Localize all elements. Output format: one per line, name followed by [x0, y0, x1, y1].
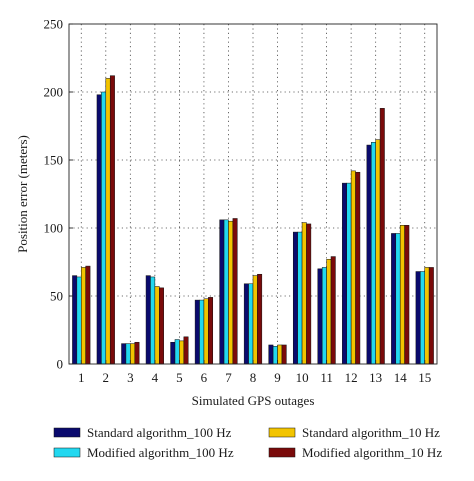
bar-4-outage-1	[85, 265, 91, 365]
x-axis-label: Simulated GPS outages	[192, 393, 315, 408]
bar-4-outage-12	[355, 171, 361, 365]
bar-3-outage-4	[154, 286, 160, 365]
y-tick-label: 100	[44, 221, 64, 236]
bar-4-outage-3	[134, 341, 140, 365]
bar-2-outage-2	[101, 91, 107, 365]
x-tick-label: 11	[320, 370, 333, 385]
bar-2-outage-5	[174, 339, 180, 365]
x-axis-ticks: 1 2 3 4 5 6 7 8 9 10 11 12 13 14 15	[78, 360, 431, 385]
y-axis-label: Position error (meters)	[15, 135, 30, 253]
bar-1-outage-10	[292, 231, 298, 365]
legend-label: Standard algorithm_100 Hz	[87, 425, 232, 440]
bar-3-outage-3	[130, 343, 135, 365]
bar-4-outage-2	[109, 75, 115, 365]
x-tick-label: 14	[394, 370, 408, 385]
x-tick-label: 6	[201, 370, 208, 385]
bar-3-outage-6	[203, 298, 209, 365]
x-tick-label: 1	[78, 370, 85, 385]
bar-3-outage-7	[228, 220, 234, 365]
bar-1-outage-3	[121, 343, 127, 365]
y-tick-label: 200	[44, 85, 64, 100]
bar-1-outage-13	[366, 144, 372, 365]
y-axis-ticks: 0 50 100 150 200 250	[44, 17, 73, 372]
bar-series	[72, 75, 434, 365]
bar-2-outage-6	[199, 299, 205, 365]
y-tick-label: 150	[44, 153, 64, 168]
bar-1-outage-9	[268, 344, 274, 365]
bar-1-outage-8	[243, 283, 249, 365]
bar-3-outage-13	[375, 139, 381, 365]
bar-2-outage-12	[346, 182, 352, 365]
x-tick-label: 3	[127, 370, 134, 385]
bar-4-outage-7	[232, 218, 238, 365]
y-tick-label: 250	[44, 17, 64, 32]
bar-1-outage-5	[170, 341, 176, 365]
y-tick-label: 0	[57, 357, 64, 372]
legend-label: Standard algorithm_10 Hz	[302, 425, 440, 440]
bar-3-outage-15	[424, 267, 430, 365]
bar-2-outage-9	[272, 346, 278, 365]
bar-2-outage-10	[297, 231, 303, 365]
bar-3-outage-9	[277, 344, 283, 365]
x-tick-label: 7	[225, 370, 232, 385]
x-tick-label: 4	[152, 370, 159, 385]
bar-3-outage-10	[301, 222, 307, 365]
bar-3-outage-14	[399, 225, 405, 365]
bar-2-outage-3	[125, 343, 131, 365]
x-tick-label: 13	[369, 370, 382, 385]
x-tick-label: 10	[296, 370, 309, 385]
bar-1-outage-7	[219, 219, 225, 365]
bar-4-outage-11	[330, 256, 336, 365]
bar-1-outage-6	[194, 299, 200, 365]
bar-3-outage-11	[326, 259, 332, 365]
legend-label: Modified algorithm_100 Hz	[87, 445, 234, 460]
x-tick-label: 9	[274, 370, 281, 385]
bar-4-outage-5	[183, 336, 189, 365]
legend-swatch	[53, 447, 81, 458]
bar-4-outage-10	[306, 223, 312, 365]
bar-3-outage-12	[350, 170, 356, 365]
bar-1-outage-11	[317, 268, 323, 365]
bar-2-outage-4	[150, 276, 156, 365]
bar-3-outage-8	[252, 275, 258, 365]
legend-swatch	[268, 427, 296, 438]
bar-1-outage-15	[415, 271, 421, 365]
bar-3-outage-1	[81, 267, 86, 365]
y-tick-label: 50	[50, 289, 63, 304]
bar-2-outage-14	[395, 233, 401, 365]
x-tick-label: 2	[103, 370, 110, 385]
bar-4-outage-13	[379, 108, 385, 365]
legend-swatch	[53, 427, 81, 438]
bar-1-outage-2	[96, 94, 102, 365]
bar-4-outage-6	[208, 297, 214, 365]
bar-2-outage-8	[248, 283, 254, 365]
x-tick-label: 12	[345, 370, 358, 385]
bar-1-outage-12	[342, 182, 347, 365]
bar-3-outage-5	[179, 340, 185, 365]
bar-1-outage-14	[391, 233, 397, 365]
x-tick-label: 15	[418, 370, 431, 385]
bar-2-outage-7	[223, 219, 229, 365]
legend: Standard algorithm_100 Hz Modified algori…	[53, 425, 442, 460]
bar-4-outage-4	[159, 287, 164, 365]
bar-4-outage-8	[257, 273, 263, 365]
legend-label: Modified algorithm_10 Hz	[302, 445, 442, 460]
x-tick-label: 5	[176, 370, 183, 385]
bar-1-outage-4	[145, 275, 151, 365]
bar-2-outage-11	[321, 267, 327, 365]
bar-2-outage-15	[420, 271, 425, 365]
bar-1-outage-1	[72, 275, 78, 365]
bar-4-outage-14	[404, 225, 410, 365]
bar-4-outage-9	[281, 344, 287, 365]
x-tick-label: 8	[250, 370, 257, 385]
bar-4-outage-15	[428, 267, 434, 365]
legend-swatch	[268, 447, 296, 458]
bar-2-outage-13	[371, 142, 376, 365]
bar-2-outage-1	[76, 276, 82, 365]
bar-3-outage-2	[105, 78, 111, 365]
